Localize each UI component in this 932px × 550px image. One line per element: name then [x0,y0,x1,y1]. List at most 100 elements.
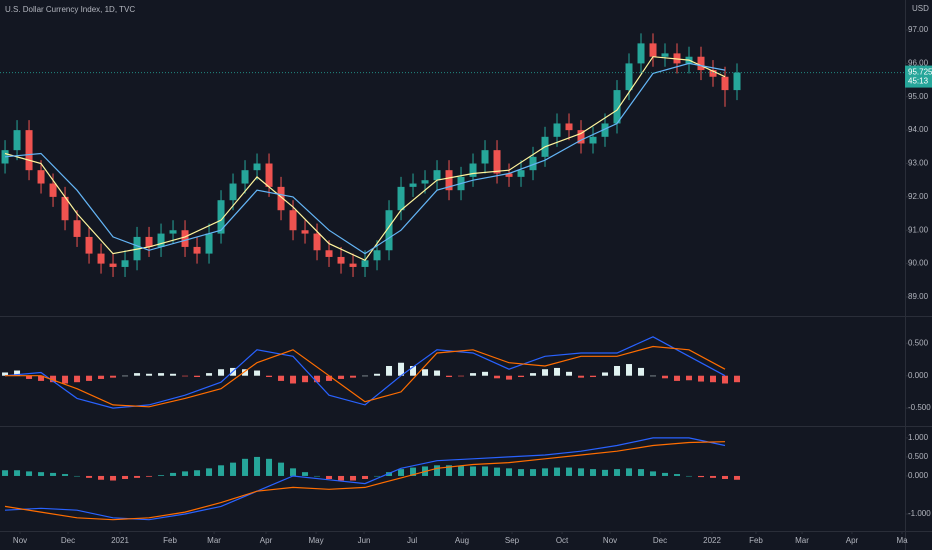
histogram-bar [734,475,741,480]
candle-body [373,250,381,261]
histogram-bar [170,472,177,476]
y-tick-label: 0.500 [908,338,929,347]
histogram-bar [74,375,81,383]
indicator-line [4,62,726,255]
histogram-bar [194,375,201,378]
candle-body [169,230,177,234]
candle-body [277,186,285,211]
histogram-bar [206,468,213,476]
histogram-bar [698,375,705,382]
histogram-bar [98,475,105,480]
histogram-bar [146,373,153,376]
histogram-bar [110,475,117,481]
histogram-bar [566,371,573,376]
candle-body [61,196,69,221]
histogram-bar [602,469,609,476]
histogram-bar [494,375,501,379]
histogram-bar [530,469,537,476]
histogram-bar [674,474,681,476]
candle-body [589,136,597,144]
histogram-bar [278,462,285,476]
candle-body [289,210,297,231]
y-tick-label: 93.00 [908,159,929,168]
histogram-bar [50,375,57,383]
histogram-bar [542,369,549,376]
histogram-bar [518,469,525,476]
candle-body [97,253,105,264]
histogram-bar [86,475,93,478]
histogram-bar [686,375,693,381]
histogram-bar [446,465,453,476]
histogram-bar [626,364,633,376]
histogram-bar [482,466,489,476]
histogram-bar [338,475,345,481]
x-tick-label: 2022 [703,536,721,545]
histogram-bar [302,375,309,383]
histogram-bar [722,475,729,479]
histogram-bar [254,456,261,476]
x-tick-label: Nov [13,536,27,545]
histogram-bar [362,375,369,377]
y-tick-label: 0.500 [908,452,929,461]
histogram-bar [554,467,561,476]
x-tick-label: Oct [556,536,569,545]
histogram-bar [170,373,177,376]
y-tick-label: 1.000 [908,433,929,442]
candle-body [517,170,525,177]
y-tick-label: 0.000 [908,471,929,480]
histogram-bar [614,365,621,376]
histogram-bar [590,469,597,476]
histogram-bar [290,375,297,384]
histogram-bar [302,472,309,476]
histogram-bar [278,375,285,381]
y-tick-label: 96.00 [908,59,929,68]
candle-body [709,70,717,77]
histogram-bar [590,375,597,378]
candle-body [493,150,501,174]
candle-body [649,43,657,57]
histogram-bar [410,365,417,376]
x-tick-label: Jun [358,536,371,545]
candle-body [565,123,573,131]
candle-body [397,186,405,211]
histogram-bar [638,469,645,476]
histogram-bar [674,375,681,381]
histogram-bar [710,475,717,478]
candle-body [601,123,609,137]
y-tick-label: 0.000 [908,371,929,380]
histogram-bar [566,467,573,476]
histogram-bar [182,471,189,476]
x-tick-label: Feb [749,536,763,545]
candle-body [445,170,453,191]
histogram-bar [662,375,669,379]
candle-body [733,72,741,91]
x-tick-label: Nov [603,536,617,545]
histogram-bar [734,375,741,383]
x-tick-label: Aug [455,536,469,545]
candle-body [265,163,273,187]
candle-body [241,170,249,184]
histogram-bar [386,472,393,476]
histogram-bar [14,370,21,376]
histogram-bar [110,375,117,378]
histogram-bar [50,472,57,476]
candle-body [661,53,669,57]
candle-body [637,43,645,64]
histogram-bar [326,375,333,381]
candle-body [613,90,621,124]
x-tick-label: Mar [795,536,809,545]
histogram-bar [602,372,609,376]
y-tick-label: 91.00 [908,225,929,234]
histogram-bar [326,475,333,479]
histogram-bar [410,467,417,476]
candle-body [433,170,441,181]
indicator-line [4,336,726,409]
x-tick-label: Dec [653,536,667,545]
x-tick-label: May [309,536,324,545]
candle-body [157,233,165,247]
histogram-bar [494,467,501,476]
histogram-bar [506,375,513,380]
candle-body [325,250,333,257]
